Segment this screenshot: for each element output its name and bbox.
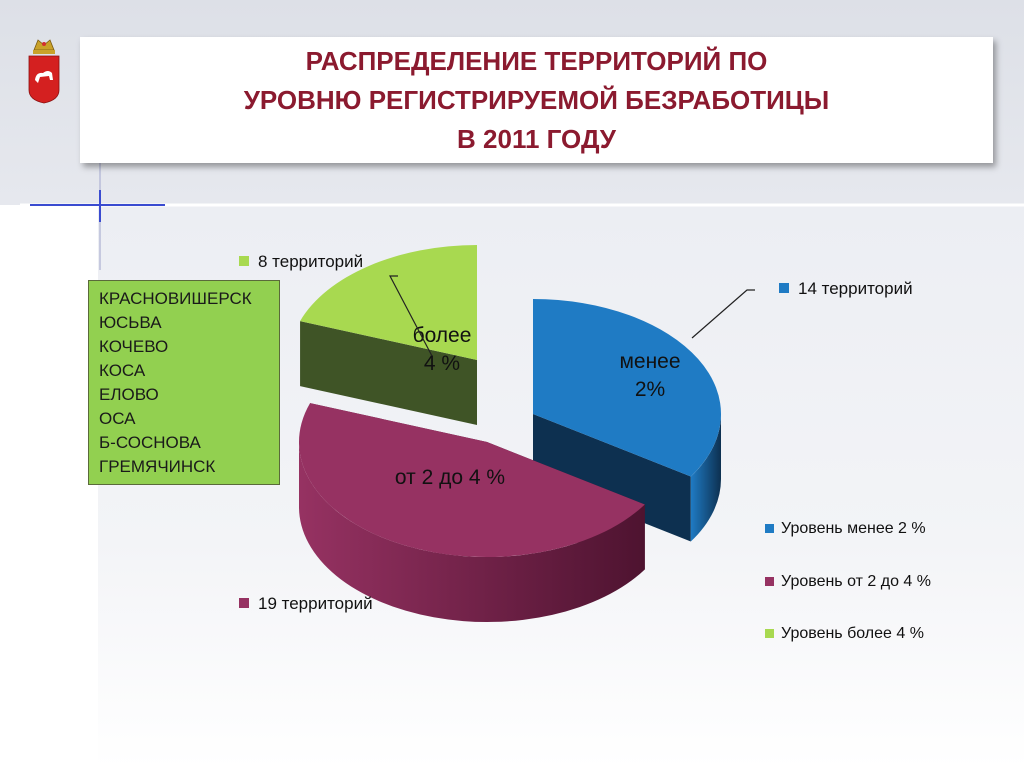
town-item: КОЧЕВО [99, 337, 169, 356]
callout-label: 19 территорий [258, 594, 373, 613]
pie-slice-3 [300, 245, 477, 425]
town-item: КРАСНОВИШЕРСК [99, 289, 252, 308]
callout-leader [389, 275, 433, 357]
legend-marker [765, 524, 774, 533]
pie-slice-top [300, 245, 477, 360]
pie-slice-top [299, 403, 645, 557]
callout-leader [691, 289, 755, 339]
coat-of-arms-icon [28, 39, 60, 104]
slice-label: от 2 до 4 % [395, 466, 505, 489]
title-line-2: УРОВНЮ РЕГИСТРИРУЕМОЙ БЕЗРАБОТИЦЫ [243, 85, 830, 115]
legend-marker [765, 629, 774, 638]
title-box: РАСПРЕДЕЛЕНИЕ ТЕРРИТОРИЙ ПО УРОВНЮ РЕГИС… [80, 37, 993, 163]
pie-slice-side [533, 414, 691, 542]
town-item: ГРЕМЯЧИНСК [99, 457, 216, 476]
pie-slice-top [533, 299, 721, 477]
callout-label: 8 территорий [258, 252, 363, 271]
town-item: ЮСЬВА [99, 313, 162, 332]
town-item: КОСА [99, 361, 146, 380]
callout-marker [779, 283, 789, 293]
town-item: ОСА [99, 409, 136, 428]
legend-label: Уровень более 4 % [781, 625, 924, 642]
slice-label: более 4 % [413, 324, 472, 375]
legend-marker [765, 577, 774, 586]
town-item: ЕЛОВО [99, 385, 159, 404]
slice-label: менее 2% [619, 350, 680, 401]
legend-label: Уровень от 2 до 4 % [781, 573, 931, 590]
pie-slice-2 [299, 403, 645, 622]
callout-label: 14 территорий [798, 279, 913, 298]
town-item: Б-СОСНОВА [99, 433, 201, 452]
legend-label: Уровень менее 2 % [781, 520, 926, 537]
pie-slice-rim [690, 414, 721, 542]
callout-marker [239, 598, 249, 608]
title-line-1: РАСПРЕДЕЛЕНИЕ ТЕРРИТОРИЙ ПО [305, 46, 768, 76]
towns-list: КРАСНОВИШЕРСК ЮСЬВА КОЧЕВО КОСА ЕЛОВО ОС… [88, 280, 280, 485]
pie-slice-rim [299, 442, 645, 622]
title-line-3: В 2011 ГОДУ [457, 124, 616, 154]
pie-slice-side [300, 321, 477, 425]
callout-marker [239, 256, 249, 266]
pie-slice-1 [533, 299, 721, 542]
